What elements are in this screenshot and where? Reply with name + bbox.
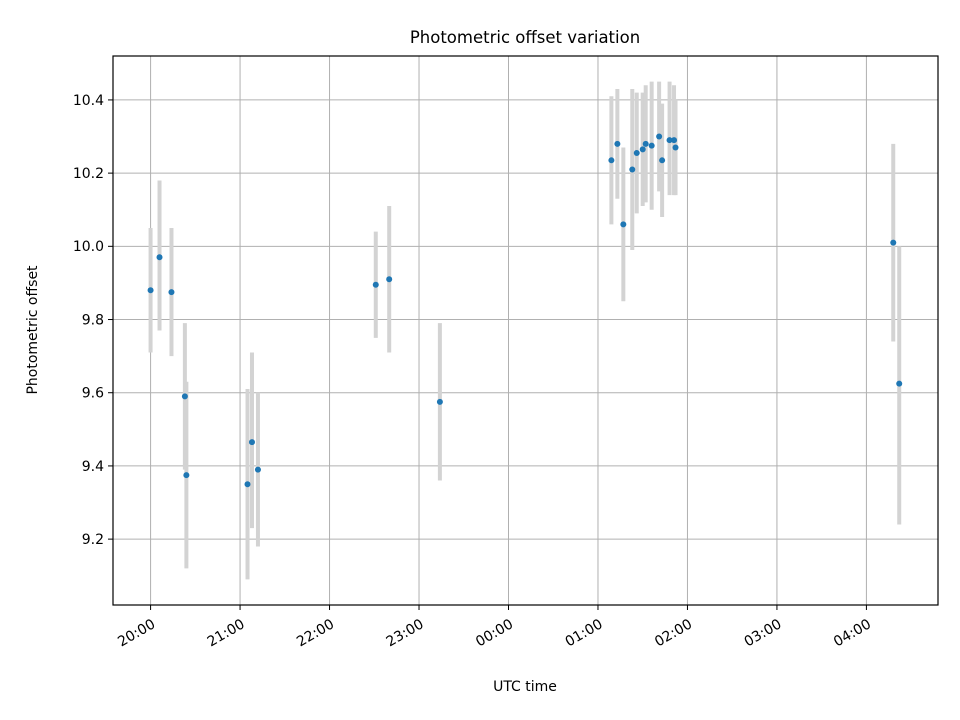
y-tick-label: 9.8: [82, 312, 104, 328]
data-point: [386, 276, 393, 283]
y-tick-label: 10.2: [73, 166, 104, 182]
error-bars: [148, 81, 902, 580]
x-axis-label: UTC time: [493, 679, 557, 695]
data-point: [183, 472, 190, 479]
data-point: [896, 380, 903, 387]
data-point: [372, 281, 379, 288]
data-point: [629, 166, 636, 173]
data-point: [890, 239, 897, 246]
x-tick-label: 03:00: [742, 616, 785, 650]
data-point: [248, 439, 255, 446]
x-tick-label: 02:00: [652, 616, 695, 650]
axis-ticks: 20:00 21:00 22:00 23:00 00:00 01:00 02:00 03:00…: [73, 93, 874, 651]
chart-title: Photometric offset variation: [410, 28, 640, 47]
data-point: [633, 149, 640, 156]
y-tick-label: 10.4: [73, 93, 104, 109]
grid: [113, 56, 938, 605]
x-tick-label: 20:00: [115, 616, 158, 650]
data-point: [642, 140, 649, 147]
data-point: [181, 393, 188, 400]
data-point: [620, 221, 627, 228]
y-axis-label: Photometric offset: [25, 265, 41, 395]
data-point: [254, 466, 261, 473]
data-point: [648, 142, 655, 149]
x-tick-label: 22:00: [294, 616, 337, 650]
data-point: [656, 133, 663, 140]
data-point: [147, 287, 154, 294]
data-point: [156, 254, 163, 261]
y-tick-label: 9.4: [82, 459, 104, 475]
x-tick-label: 00:00: [473, 616, 516, 650]
y-tick-label: 9.6: [82, 386, 104, 402]
data-point: [659, 157, 666, 164]
data-point: [666, 137, 673, 144]
data-points: [147, 133, 903, 488]
data-point: [436, 398, 443, 405]
x-tick-label: 21:00: [205, 616, 248, 650]
plot-frame: [112, 55, 939, 606]
data-point: [614, 140, 621, 147]
data-point: [168, 289, 175, 296]
data-point: [672, 144, 679, 151]
x-tick-label: 01:00: [563, 616, 606, 650]
data-point: [244, 481, 251, 488]
x-tick-label: 23:00: [384, 616, 427, 650]
data-point: [639, 146, 646, 153]
y-tick-label: 10.0: [73, 239, 104, 255]
x-tick-label: 04:00: [831, 616, 874, 650]
y-tick-label: 9.2: [82, 532, 104, 548]
data-point: [671, 137, 678, 144]
data-point: [608, 157, 615, 164]
